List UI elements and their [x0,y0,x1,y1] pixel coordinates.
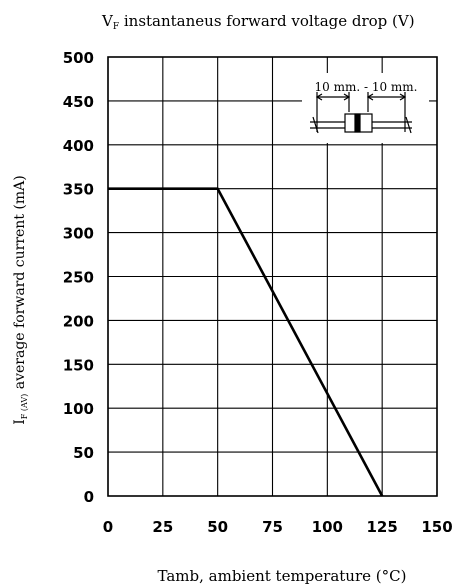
x-tick-label: 25 [152,518,173,536]
y-tick-label: 500 [63,49,94,67]
dimension-arrows-icon [315,92,407,132]
x-tick-label: 100 [312,518,343,536]
x-tick-label: 125 [367,518,398,536]
ylabel-subscript: F (AV) [20,394,29,420]
x-tick-label: 50 [207,518,228,536]
y-tick-label: 400 [63,137,94,155]
y-tick-label: 50 [73,444,94,462]
title-subscript: F [113,22,119,32]
ylabel-prefix: I [12,419,28,425]
ylabel-text: average forward current (mA) [12,175,28,393]
y-tick-label: 200 [63,312,94,330]
inset-label: 10 mm. - 10 mm. [315,80,418,94]
y-axis-label: IF (AV) average forward current (mA) [12,175,29,424]
x-tick-label: 150 [421,518,452,536]
title-prefix: V [101,12,114,30]
diode-inset: 10 mm. - 10 mm. [302,73,429,143]
y-tick-label: 0 [84,488,94,506]
diode-icon [310,113,412,134]
series-line [108,187,384,497]
y-tick-label: 300 [63,225,94,243]
x-tick-labels: 0 25 50 75 100 125 150 [103,518,453,536]
x-tick-label: 75 [262,518,283,536]
y-tick-label: 250 [63,269,94,287]
y-tick-label: 450 [63,93,94,111]
y-tick-label: 150 [63,356,94,374]
chart-title: VF instantaneus forward voltage drop (V) [101,12,415,32]
y-tick-label: 100 [63,400,94,418]
y-tick-labels: 0 50 100 150 200 250 300 350 400 450 500 [63,49,94,506]
series [108,187,384,497]
plot-frame [107,56,438,497]
title-text: instantaneus forward voltage drop (V) [119,12,415,30]
x-axis-label: Tamb, ambient temperature (°C) [158,567,407,585]
x-tick-label: 0 [103,518,113,536]
y-tick-label: 350 [63,181,94,199]
